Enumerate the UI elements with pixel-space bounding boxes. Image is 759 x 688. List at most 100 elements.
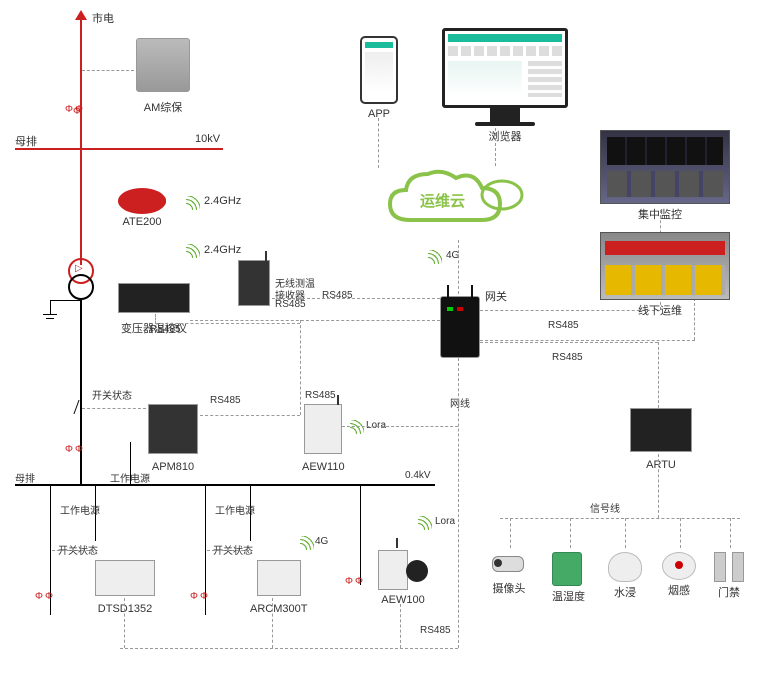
fourg2: 4G [315,536,328,547]
water-label: 水浸 [608,584,642,600]
aew100-label: AEW100 [378,594,428,606]
freq-24: 2.4GHz [204,195,241,207]
arcm300t-label: ARCM300T [250,603,307,615]
water-device: 水浸 [608,552,642,600]
red-line-2 [80,150,82,265]
wifi-4g2 [300,536,314,550]
dash-gw-left [190,320,440,321]
monitor-center-label: 集中监控 [638,206,682,222]
dash-artu-down [658,454,659,518]
door-label: 门禁 [714,584,744,600]
busbar-mid-label: 母排 [15,470,35,485]
voltage-10kv: 10kV [195,133,220,145]
red-main-line [80,18,82,148]
breaker-top: Φ [65,108,83,116]
app-label: APP [360,108,398,120]
offline-ops-label: 线下运维 [638,302,682,318]
dash-artu-up [658,342,659,408]
aew110-device: AEW110 [302,404,345,473]
dash-gw-right2 [480,340,695,341]
dash-cloud-gw [458,240,459,294]
dash-aew110 [342,426,458,427]
rs485-rx: RS485 [275,299,306,310]
dash-aew100 [400,604,401,648]
aew110-label: AEW110 [302,461,345,473]
dash-app-cloud [378,118,379,168]
dtsd1352-device: DTSD1352 [95,560,155,615]
rs485-apm: RS485 [210,395,241,406]
smoke-label: 烟感 [662,582,696,598]
dash-gw-right1 [480,310,660,311]
mains-label: 市电 [92,10,114,26]
busbar-04kv [15,484,435,486]
switch-sym-1 [73,400,89,414]
offline-ops-photo [600,232,730,300]
dash-bottom-bus [120,648,458,649]
gateway-label: 网关 [485,288,507,304]
wifi-lora1 [350,420,364,434]
dash-artu-h [480,342,658,343]
dash-arcm [272,598,273,648]
rs485-gw1: RS485 [548,320,579,331]
work-power3: 工作电源 [215,502,255,517]
dash-apm [200,415,300,416]
lora2: Lora [435,516,455,527]
wifi-24b [186,244,200,258]
dash-rx-gw [272,298,440,299]
black-main-line [80,300,82,484]
ate200-device: ATE200 [118,188,166,228]
work-power: 工作电源 [110,470,150,485]
smoke-device: 烟感 [662,552,696,598]
rs485-temp: RS485 [150,324,181,335]
temp-humid-label: 温湿度 [552,588,585,604]
switch-state: 开关状态 [92,387,132,402]
artu-device: ARTU [630,408,692,471]
dash-sw1 [52,550,94,551]
dash-photo2 [694,298,695,340]
drop3 [360,485,361,585]
rs485-rx2: RS485 [322,290,353,301]
artu-label: ARTU [630,459,692,471]
ate200-label: ATE200 [118,216,166,228]
browser-label: 浏览器 [442,128,568,144]
gateway-device [440,296,480,363]
browser-device: 浏览器 [442,28,568,144]
dash-s4 [680,518,681,548]
rs485-aew110: RS485 [305,390,336,401]
network-cable: 网线 [450,395,470,410]
dash-s3 [625,518,626,548]
transformer-symbol: ▷ [68,258,94,300]
cloud: 运维云 [370,160,530,240]
am-protect-label: AM综保 [136,99,190,115]
dash-sensors [500,518,740,519]
dash-temp-h [155,323,300,324]
dash-gw-down [458,358,459,648]
work-power2: 工作电源 [60,502,100,517]
am-protect-device: AM综保 [136,38,190,115]
camera-label: 摄像头 [490,580,528,596]
wifi-ate [186,196,200,210]
monitor-center-photo [600,130,730,204]
dash-browser-cloud [495,128,496,166]
dash-s1 [510,518,511,548]
voltage-04kv: 0.4kV [405,470,431,481]
dash-s2 [570,518,571,548]
dash-s5 [730,518,731,548]
dash-sw2 [207,550,249,551]
rs485-gw2: RS485 [552,352,583,363]
cloud-label: 运维云 [420,190,465,211]
aew100-device: AEW100 [378,546,428,606]
breaker-b3 [345,580,363,588]
breaker-b2 [190,595,208,603]
freq-24b: 2.4GHz [204,244,241,256]
arcm300t-device: ARCM300T [250,560,307,615]
rs485-aew100: RS485 [420,625,451,636]
wireless-rx-device [238,260,270,311]
busbar-top-label: 母排 [15,133,37,149]
breaker-b1 [35,595,53,603]
wifi-lora2 [418,516,432,530]
wifi-4g [428,250,442,264]
dash-dtsd [124,598,125,648]
dash-sw-top [82,408,146,409]
dtsd1352-label: DTSD1352 [95,603,155,615]
